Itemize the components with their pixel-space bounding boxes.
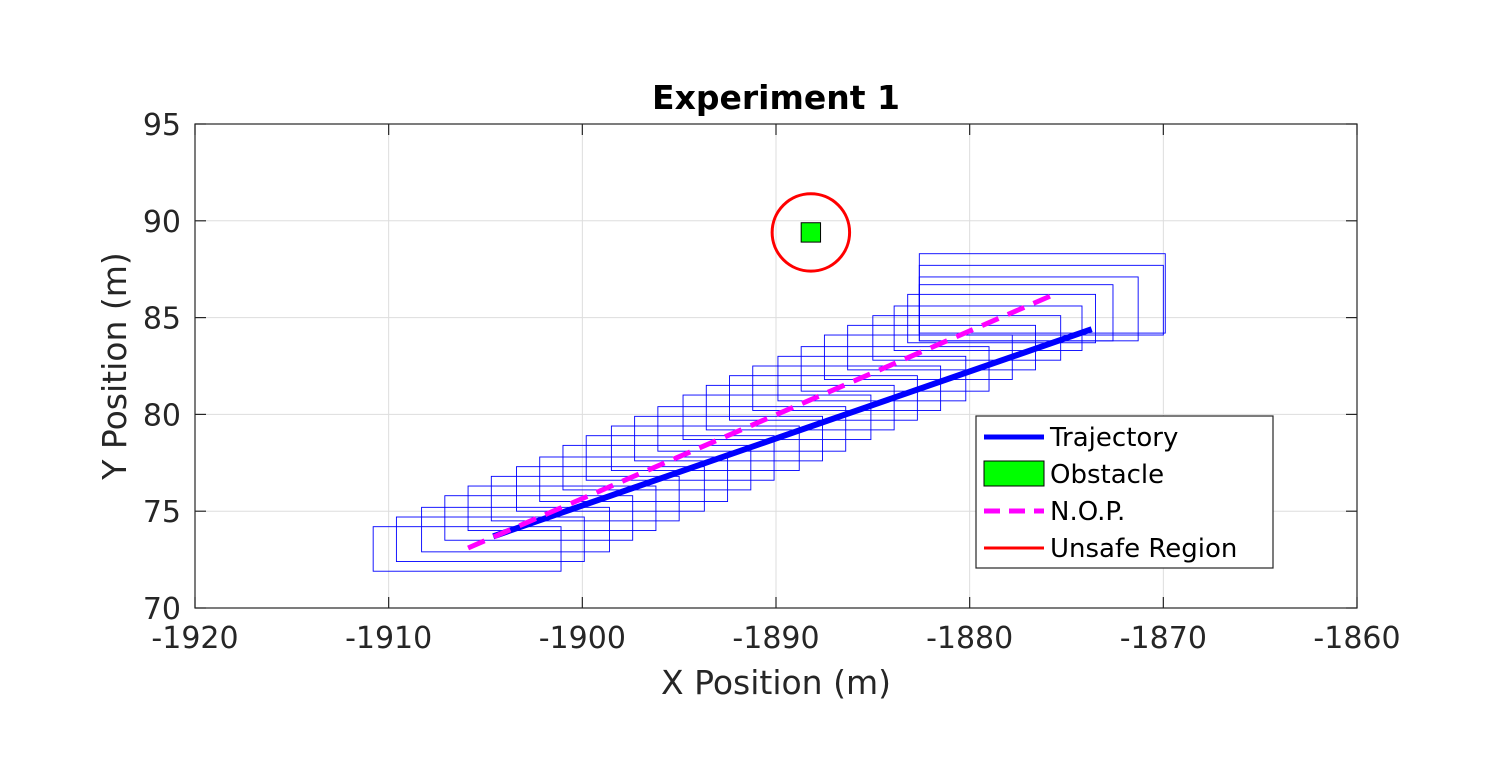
obstacle-marker — [800, 222, 822, 243]
legend-unsafe-label: Unsafe Region — [1050, 534, 1237, 564]
legend: Trajectory Obstacle N.O.P. Unsafe Region — [975, 415, 1274, 569]
legend-nop-label: N.O.P. — [1050, 497, 1125, 527]
y-tick-label: 90 — [143, 205, 181, 240]
y-tick-label: 95 — [143, 108, 181, 143]
y-tick-label: 85 — [143, 302, 181, 337]
chart-title: Experiment 1 — [652, 78, 900, 117]
nop-line — [467, 290, 1060, 551]
footprint-box — [610, 425, 800, 471]
series-layer — [467, 290, 1093, 551]
x-tick-label: -1860 — [1313, 621, 1400, 656]
footprint-box — [634, 415, 823, 462]
footprint-box — [490, 475, 680, 522]
y-tick-label: 75 — [143, 495, 181, 530]
footprint-box — [421, 506, 610, 553]
footprint-box — [918, 253, 1166, 334]
unsafe-region-circle — [770, 192, 852, 273]
footprint-box — [539, 456, 729, 502]
y-axis-label: Y Position (m) — [95, 252, 134, 481]
x-tick-label: -1920 — [151, 621, 238, 656]
footprint-box — [395, 516, 585, 562]
footprint-box — [907, 293, 1097, 344]
ticks: -1920 -1910 -1900 -1890 -1880 -1870 -1860 70 75 8… — [143, 108, 1401, 656]
legend-obstacle-label: Obstacle — [1050, 460, 1164, 490]
footprint-box — [444, 495, 634, 541]
x-tick-label: -1900 — [539, 621, 626, 656]
trajectory-line — [492, 326, 1093, 540]
x-axis-label: X Position (m) — [661, 663, 891, 702]
x-tick-label: -1890 — [732, 621, 819, 656]
footprint-box — [467, 485, 657, 532]
footprint-box — [562, 444, 752, 491]
y-tick-label: 70 — [143, 592, 181, 627]
footprint-box — [516, 466, 705, 512]
footprint-box — [657, 406, 847, 452]
legend-trajectory-label: Trajectory — [1049, 423, 1178, 453]
x-tick-label: -1910 — [345, 621, 432, 656]
x-tick-label: -1870 — [1120, 621, 1207, 656]
footprint-box — [777, 355, 967, 402]
x-tick-label: -1880 — [926, 621, 1013, 656]
legend-obstacle-swatch — [983, 460, 1045, 487]
footprint-box — [585, 435, 775, 481]
footprint-box — [893, 305, 1083, 351]
footprint-box — [372, 526, 562, 572]
footprint-boxes — [372, 253, 1166, 572]
y-tick-label: 80 — [143, 398, 181, 433]
obstacle-layer — [770, 192, 852, 273]
footprint-box — [752, 365, 942, 411]
footprint-box — [800, 346, 990, 392]
legend-box — [975, 415, 1274, 569]
